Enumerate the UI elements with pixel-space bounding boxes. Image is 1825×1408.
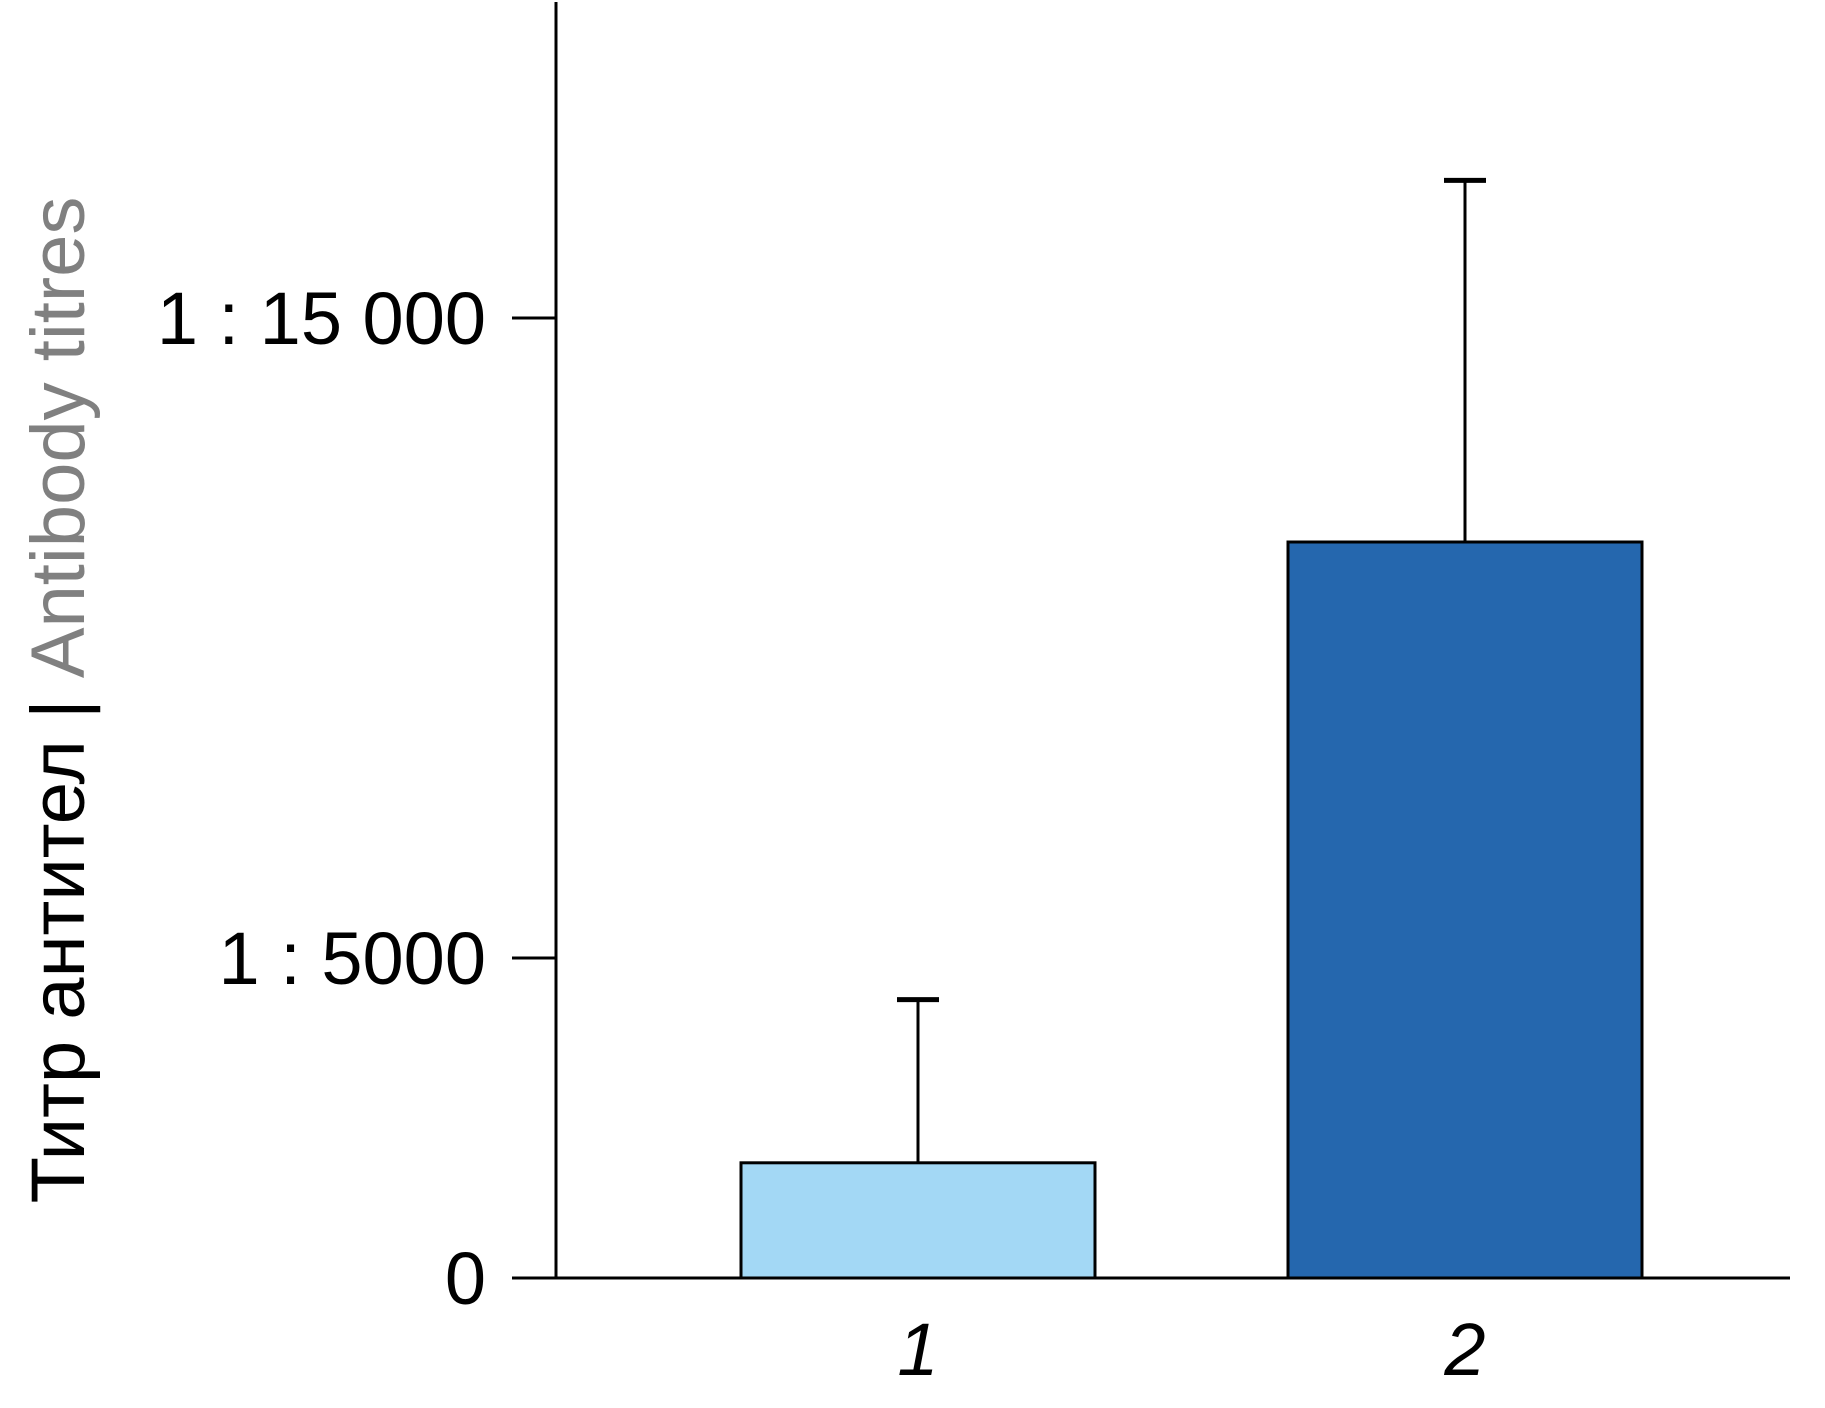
y-axis-label: Титр антител | Antibody titres — [16, 197, 101, 1204]
bar-1 — [739, 1161, 1097, 1280]
y-axis-label-primary: Титр антител — [16, 740, 101, 1203]
error-bars-layer — [897, 177, 1486, 1163]
y-ticks-layer: 0 1 : 5000 1 : 15 000 — [157, 277, 556, 1320]
bars-layer — [739, 540, 1644, 1280]
y-tick-label-5000: 1 : 5000 — [219, 917, 486, 1000]
y-axis-label-secondary: Antibody titres — [16, 197, 101, 679]
x-tick-label-2: 2 — [1443, 1308, 1485, 1391]
y-axis-label-separator: | — [16, 678, 101, 740]
y-tick-label-15000: 1 : 15 000 — [157, 277, 486, 360]
bar-2 — [1286, 540, 1644, 1280]
y-tick-label-0: 0 — [445, 1237, 486, 1320]
axes-layer — [512, 2, 1790, 1280]
x-tick-label-1: 1 — [897, 1308, 938, 1391]
